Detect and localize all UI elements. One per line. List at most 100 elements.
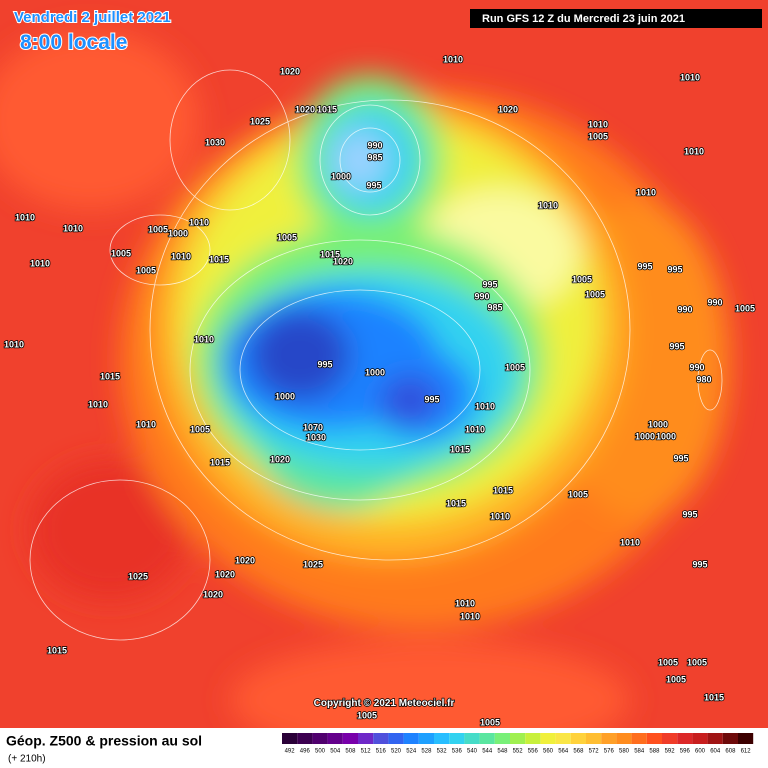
pressure-label: 1000 (656, 431, 676, 441)
run-box (470, 9, 762, 28)
legend-label: 492 (285, 749, 296, 755)
pressure-label: 1020 (295, 104, 315, 114)
date: Vendredi 2 juillet 2021 (14, 9, 171, 26)
pressure-label: 1015 (450, 444, 470, 454)
pressure-label: 1000 (648, 419, 668, 429)
legend-swatch (403, 733, 419, 744)
legend-label: 576 (604, 749, 615, 755)
legend-label: 508 (345, 749, 356, 755)
time: 8:00 locale (20, 31, 127, 54)
pressure-label: 1010 (4, 339, 24, 349)
legend-swatch (722, 733, 738, 744)
legend-swatch (327, 733, 343, 744)
legend-label: 596 (680, 749, 691, 755)
legend-label: 536 (452, 749, 463, 755)
pressure-label: 1005 (568, 489, 588, 499)
pressure-label: 1005 (735, 303, 755, 313)
legend-label: 588 (649, 749, 660, 755)
legend-label: 544 (482, 749, 493, 755)
pressure-label: 1015 (47, 645, 67, 655)
legend-swatch (692, 733, 708, 744)
pressure-label: 1005 (111, 248, 131, 258)
color-legend: 492 496 500 504 508 512 516 520 524 528 532 536 540 5… (282, 733, 754, 755)
pressure-label: 1010 (189, 217, 209, 227)
legend-swatch (282, 733, 298, 744)
pressure-label: 1025 (250, 116, 270, 126)
pressure-label: 1010 (136, 419, 156, 429)
pressure-label: 1005 (277, 232, 297, 242)
pressure-label: 995 (667, 264, 682, 274)
pressure-label: 1000 (275, 391, 295, 401)
pressure-label: 1025 (303, 559, 323, 569)
pressure-label: 1020 (498, 104, 518, 114)
pressure-label: 1030 (306, 432, 326, 442)
legend-swatch (388, 733, 404, 744)
pressure-label: 995 (424, 394, 439, 404)
pressure-label: 1015 (704, 692, 724, 702)
legend-label: 568 (573, 749, 584, 755)
legend-label: 512 (361, 749, 372, 755)
legend-label: 548 (497, 749, 508, 755)
legend-label: 572 (589, 749, 600, 755)
pressure-label: 1020 (215, 569, 235, 579)
pressure-label: 1010 (15, 212, 35, 222)
pressure-label: 1000 (168, 228, 188, 238)
pressure-label: 1005 (572, 274, 592, 284)
pressure-label: 1020 (203, 589, 223, 599)
run-info: Run GFS 12 Z du Mercredi 23 juin 2021 (482, 13, 685, 25)
pressure-label: 1010 (88, 399, 108, 409)
legend-label: 500 (315, 749, 326, 755)
legend-label: 524 (406, 749, 417, 755)
legend-label: 556 (528, 749, 539, 755)
pressure-label: 1015 (100, 371, 120, 381)
legend-swatch (312, 733, 328, 744)
pressure-label: 1005 (666, 674, 686, 684)
pressure-label: 1005 (148, 224, 168, 234)
pressure-label: 995 (482, 279, 497, 289)
pressure-label: 995 (673, 453, 688, 463)
pressure-label: 1005 (505, 362, 525, 372)
legend-label: 552 (513, 749, 524, 755)
legend-swatch (525, 733, 541, 744)
legend-swatch (434, 733, 450, 744)
pressure-label: 1010 (588, 119, 608, 129)
legend-swatch (479, 733, 495, 744)
pressure-label: 1020 (270, 454, 290, 464)
legend-swatch (586, 733, 602, 744)
pressure-label: 990 (689, 362, 704, 372)
legend-swatch (662, 733, 678, 744)
legend-swatch (570, 733, 586, 744)
legend-swatch (358, 733, 374, 744)
legend-swatch (449, 733, 465, 744)
pressure-label: 995 (692, 559, 707, 569)
lead-time: (+ 210h) (8, 754, 46, 765)
pressure-label: 1015 (317, 104, 337, 114)
pressure-label: 1015 (209, 254, 229, 264)
legend-label: 504 (330, 749, 341, 755)
pressure-label: 1070 (303, 422, 323, 432)
pressure-label: 980 (696, 374, 711, 384)
pressure-label: 1015 (320, 249, 340, 259)
pressure-label: 1005 (136, 265, 156, 275)
legend-swatch (631, 733, 647, 744)
pressure-label: 1015 (210, 457, 230, 467)
pressure-label: 1015 (493, 485, 513, 495)
pressure-label: 990 (367, 140, 382, 150)
legend-swatch (555, 733, 571, 744)
pressure-label: 1000 (331, 171, 351, 181)
pressure-label: 985 (487, 302, 502, 312)
pressure-label: 990 (707, 297, 722, 307)
legend-swatch (342, 733, 358, 744)
pressure-label: 1010 (455, 598, 475, 608)
legend-swatch (418, 733, 434, 744)
pressure-label: 990 (474, 291, 489, 301)
pressure-label: 1010 (171, 251, 191, 261)
pressure-label: 990 (677, 304, 692, 314)
pressure-label: 1005 (480, 717, 500, 727)
legend-label: 496 (300, 749, 311, 755)
legend-label: 520 (391, 749, 402, 755)
legend-label: 612 (741, 749, 752, 755)
pressure-label: 1020 (235, 555, 255, 565)
pressure-label: 1005 (585, 289, 605, 299)
